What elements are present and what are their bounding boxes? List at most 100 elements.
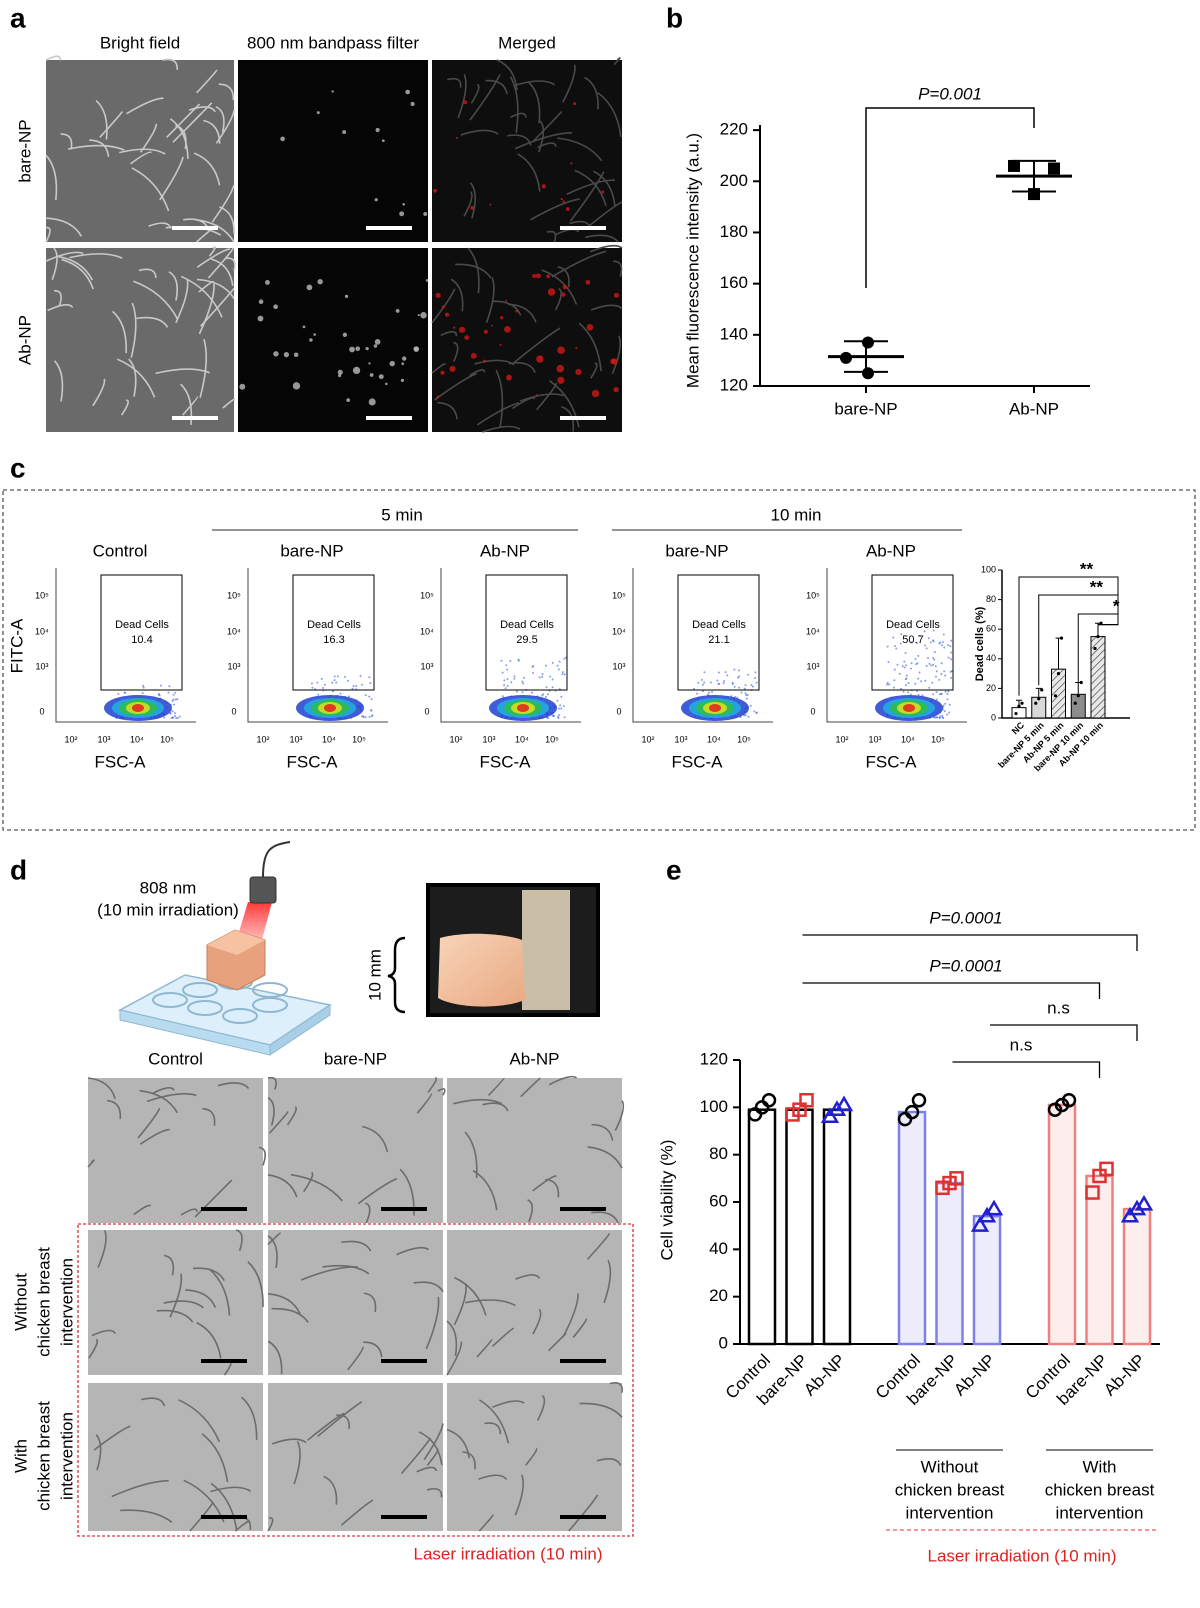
- event-dot: [933, 651, 936, 654]
- fluorescence-spot: [435, 292, 441, 298]
- fluorescence-spot: [557, 376, 565, 384]
- cell-outline: [271, 1438, 307, 1445]
- cell-outline: [418, 1431, 443, 1466]
- cell-outline: [267, 1173, 298, 1198]
- axis: [440, 568, 581, 723]
- fluorescence-spot: [375, 127, 380, 133]
- cell-outline: [519, 393, 564, 402]
- y-axis-label: Mean fluorescence intensity (a.u.): [683, 133, 702, 388]
- significance-label: P=0.001: [918, 84, 982, 103]
- fluorescence-spot: [420, 312, 427, 319]
- cell-outline: [137, 1107, 161, 1139]
- event-dot: [920, 680, 923, 683]
- event-dot: [364, 716, 367, 719]
- event-dot: [902, 690, 905, 693]
- cell-outline: [169, 1273, 183, 1318]
- event-dot: [886, 681, 889, 684]
- data-point: [1079, 680, 1083, 685]
- y-tick-label: 120: [720, 375, 748, 394]
- micrograph: [238, 60, 428, 242]
- cell-outline: [589, 244, 623, 253]
- x-tick-label: 10³: [97, 734, 110, 744]
- x-tick-label: bare-NP: [834, 399, 897, 418]
- data-point: [1034, 701, 1038, 705]
- event-dot: [344, 675, 347, 678]
- event-dot: [904, 684, 907, 687]
- event-dot: [932, 663, 935, 666]
- event-dot: [709, 681, 712, 684]
- cell-outline: [453, 1098, 503, 1105]
- event-dot: [733, 668, 736, 671]
- bar: [747, 1108, 777, 1346]
- cell-outline: [513, 327, 561, 364]
- cell-outline: [107, 1099, 122, 1120]
- event-dot: [938, 642, 941, 645]
- density-contour: [324, 704, 336, 712]
- event-dot: [724, 671, 727, 674]
- cell-outline: [47, 304, 74, 312]
- gate-value: 50.7: [902, 634, 923, 646]
- event-dot: [948, 711, 951, 714]
- event-dot: [754, 677, 757, 680]
- cell-outline: [156, 1309, 194, 1323]
- event-dot: [726, 674, 729, 677]
- event-dot: [163, 716, 166, 719]
- event-dot: [918, 634, 921, 637]
- cell-outline: [507, 303, 537, 323]
- cell-outline: [45, 226, 51, 243]
- y-tick-label: 140: [720, 324, 748, 343]
- event-dot: [347, 679, 350, 682]
- fluorescence-spot: [402, 356, 407, 361]
- event-dot: [893, 668, 896, 671]
- event-dot: [905, 664, 908, 667]
- cell-outline: [528, 81, 541, 124]
- y-tick-label: 10³: [35, 661, 48, 671]
- event-dot: [501, 671, 504, 674]
- event-dot: [501, 695, 504, 698]
- fluorescence-spot: [280, 136, 285, 142]
- event-dot: [310, 682, 313, 685]
- event-dot: [692, 687, 695, 690]
- event-dot: [503, 679, 506, 682]
- event-dot: [755, 681, 758, 684]
- row-label: bare-NP: [15, 119, 34, 182]
- cell-outline: [93, 1425, 131, 1451]
- event-dot: [733, 685, 736, 688]
- fluorescence-spot: [504, 325, 511, 333]
- micrograph: [446, 1382, 624, 1532]
- event-dot: [899, 642, 902, 645]
- x-tick-label: 10³: [868, 734, 881, 744]
- event-dot: [545, 686, 548, 689]
- cell-outline: [587, 1146, 623, 1169]
- micrograph-image: [268, 1383, 443, 1531]
- significance-label: *: [1113, 596, 1120, 615]
- fluorescence-spot: [258, 299, 264, 305]
- y-tick-label: 0: [810, 706, 815, 716]
- cell-outline: [447, 77, 462, 88]
- cell-outline: [363, 1341, 383, 1358]
- event-dot: [751, 685, 754, 688]
- y-tick-label: 60: [709, 1191, 728, 1210]
- cell-outline: [611, 335, 622, 375]
- fluorescence-spot: [470, 205, 475, 211]
- fluorescence-spot: [302, 325, 306, 329]
- event-dot: [743, 714, 746, 717]
- event-dot: [947, 690, 950, 693]
- data-point: [1061, 1092, 1077, 1108]
- cell-outline: [554, 288, 563, 311]
- cell-outline: [234, 1520, 251, 1532]
- group-label: With: [1083, 1457, 1117, 1476]
- cell-outline: [585, 234, 619, 243]
- cell-outline: [178, 1399, 221, 1443]
- cell-outline: [537, 142, 557, 149]
- event-dot: [944, 702, 947, 705]
- event-dot: [745, 694, 748, 697]
- data-point: [1053, 694, 1058, 698]
- event-dot: [505, 664, 508, 667]
- cell-outline: [271, 1307, 309, 1323]
- x-tick-label: 10⁴: [707, 734, 721, 744]
- fluorescence-spot: [532, 273, 537, 279]
- event-dot: [718, 683, 721, 686]
- event-dot: [942, 633, 945, 636]
- cell-outline: [413, 1281, 444, 1293]
